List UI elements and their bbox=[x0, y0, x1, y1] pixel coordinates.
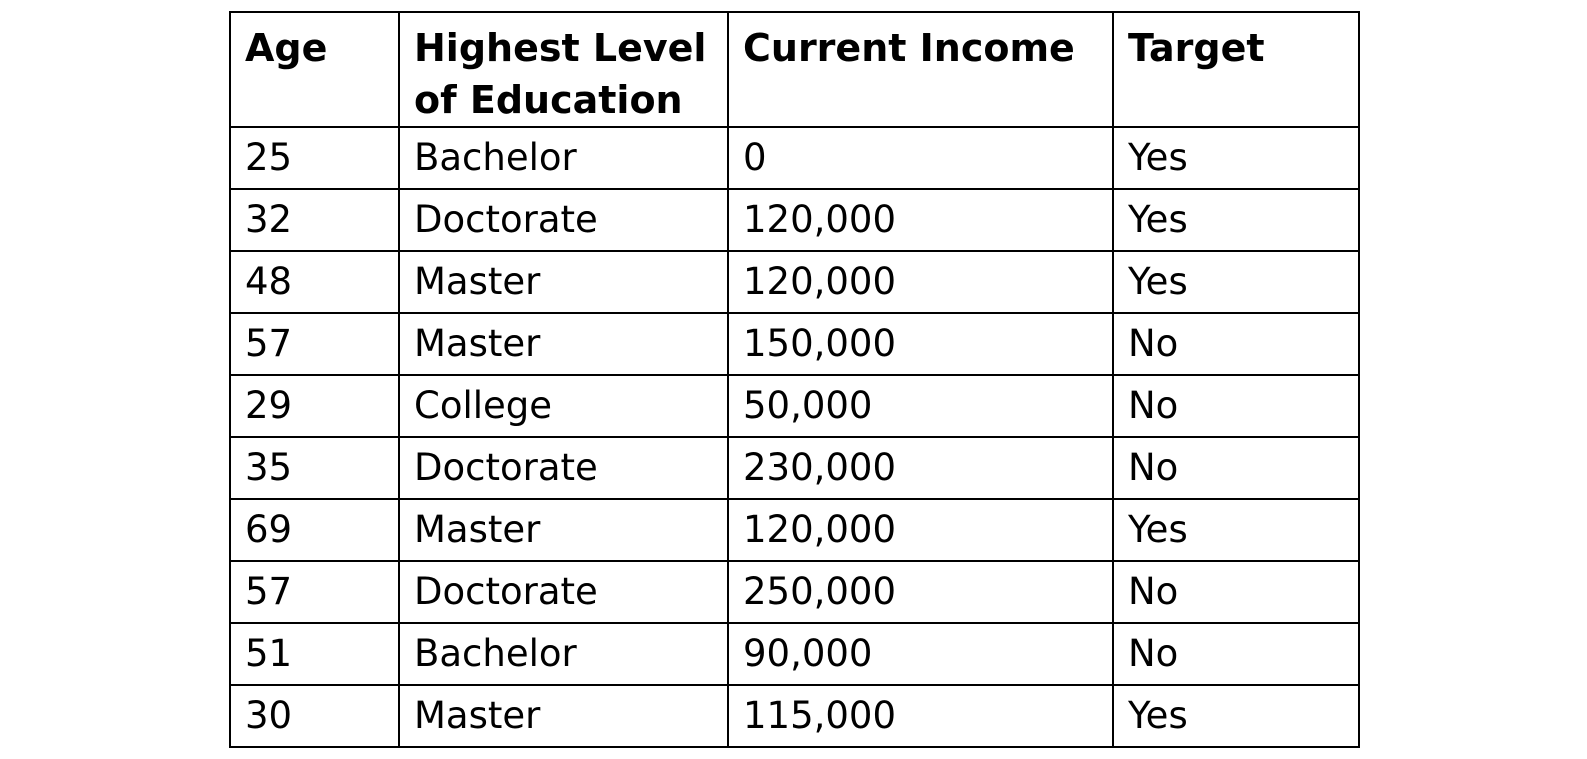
data-table: Age Highest Level of Education Current Inc… bbox=[229, 11, 1360, 748]
table-cell-education: Master bbox=[398, 498, 729, 562]
table-cell-income: 120,000 bbox=[727, 498, 1114, 562]
table-row: 30 Master 115,000 Yes bbox=[229, 684, 1360, 748]
column-header-target: Target bbox=[1112, 11, 1360, 128]
table-cell-education: Bachelor bbox=[398, 622, 729, 686]
table-cell-education: Bachelor bbox=[398, 126, 729, 190]
table-cell-age: 48 bbox=[229, 250, 400, 314]
table-cell-target: No bbox=[1112, 374, 1360, 438]
table-cell-education: Master bbox=[398, 250, 729, 314]
table-row: 35 Doctorate 230,000 No bbox=[229, 436, 1360, 500]
table-header: Age Highest Level of Education Current Inc… bbox=[229, 11, 1360, 128]
table-cell-income: 0 bbox=[727, 126, 1114, 190]
column-header-education: Highest Level of Education bbox=[398, 11, 729, 128]
table-cell-education: Doctorate bbox=[398, 436, 729, 500]
table-row: 57 Doctorate 250,000 No bbox=[229, 560, 1360, 624]
table-cell-education: College bbox=[398, 374, 729, 438]
table-cell-age: 32 bbox=[229, 188, 400, 252]
table-row: 32 Doctorate 120,000 Yes bbox=[229, 188, 1360, 252]
column-header-age: Age bbox=[229, 11, 400, 128]
table-cell-income: 115,000 bbox=[727, 684, 1114, 748]
table-cell-target: Yes bbox=[1112, 126, 1360, 190]
table-cell-target: No bbox=[1112, 622, 1360, 686]
table-cell-target: Yes bbox=[1112, 498, 1360, 562]
table-cell-age: 57 bbox=[229, 312, 400, 376]
table-row: 25 Bachelor 0 Yes bbox=[229, 126, 1360, 190]
table-cell-age: 25 bbox=[229, 126, 400, 190]
table-cell-income: 90,000 bbox=[727, 622, 1114, 686]
table-cell-income: 250,000 bbox=[727, 560, 1114, 624]
table-cell-income: 120,000 bbox=[727, 250, 1114, 314]
table-cell-age: 35 bbox=[229, 436, 400, 500]
column-header-income: Current Income bbox=[727, 11, 1114, 128]
table-cell-age: 69 bbox=[229, 498, 400, 562]
table-cell-age: 30 bbox=[229, 684, 400, 748]
table-cell-education: Master bbox=[398, 684, 729, 748]
table-cell-target: Yes bbox=[1112, 250, 1360, 314]
table-cell-age: 57 bbox=[229, 560, 400, 624]
table-row: 57 Master 150,000 No bbox=[229, 312, 1360, 376]
table-cell-age: 29 bbox=[229, 374, 400, 438]
table-row: 51 Bachelor 90,000 No bbox=[229, 622, 1360, 686]
table-row: 29 College 50,000 No bbox=[229, 374, 1360, 438]
table-cell-target: Yes bbox=[1112, 684, 1360, 748]
table-cell-income: 150,000 bbox=[727, 312, 1114, 376]
header-row: Age Highest Level of Education Current Inc… bbox=[229, 11, 1360, 128]
table-cell-income: 120,000 bbox=[727, 188, 1114, 252]
table-cell-age: 51 bbox=[229, 622, 400, 686]
table-cell-income: 50,000 bbox=[727, 374, 1114, 438]
table-cell-target: No bbox=[1112, 436, 1360, 500]
table-cell-income: 230,000 bbox=[727, 436, 1114, 500]
table-cell-education: Master bbox=[398, 312, 729, 376]
table-cell-education: Doctorate bbox=[398, 188, 729, 252]
table-row: 48 Master 120,000 Yes bbox=[229, 250, 1360, 314]
table-cell-target: No bbox=[1112, 560, 1360, 624]
table-body: 25 Bachelor 0 Yes 32 Doctorate 120,000 Yes 48 Mas… bbox=[229, 126, 1360, 748]
table-row: 69 Master 120,000 Yes bbox=[229, 498, 1360, 562]
table-cell-education: Doctorate bbox=[398, 560, 729, 624]
table-cell-target: Yes bbox=[1112, 188, 1360, 252]
table-cell-target: No bbox=[1112, 312, 1360, 376]
